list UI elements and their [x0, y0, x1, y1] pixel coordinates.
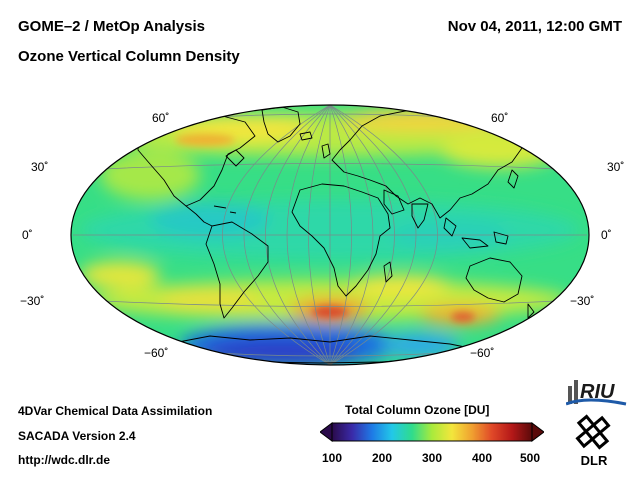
title-line-2: Ozone Vertical Column Density — [18, 48, 240, 65]
footer-url[interactable]: http://wdc.dlr.de — [18, 453, 110, 467]
map-outline — [70, 104, 590, 366]
title-line-1: GOME–2 / MetOp Analysis — [18, 18, 205, 35]
lat-label-30s-left: −30˚ — [20, 294, 45, 308]
ozone-map — [70, 104, 590, 366]
colorbar — [320, 422, 544, 442]
riu-logo: RIU — [566, 380, 627, 406]
colorbar-tick-100: 100 — [321, 451, 343, 465]
colorbar-tick-300: 300 — [421, 451, 443, 465]
colorbar-tick-500: 500 — [519, 451, 541, 465]
colorbar-tick-200: 200 — [371, 451, 393, 465]
footer-method: 4DVar Chemical Data Assimilation — [18, 404, 213, 418]
colorbar-title: Total Column Ozone [DU] — [345, 403, 490, 417]
lat-label-60n-right: 60˚ — [491, 111, 509, 125]
riu-logo-text: RIU — [580, 381, 615, 403]
lat-label-0-right: 0˚ — [601, 228, 612, 242]
lat-label-30s-right: −30˚ — [570, 294, 595, 308]
lat-label-30n-right: 30˚ — [607, 160, 625, 174]
lat-label-30n-left: 30˚ — [31, 160, 49, 174]
analysis-datetime: Nov 04, 2011, 12:00 GMT — [447, 18, 622, 35]
colorbar-high-arrow — [531, 422, 544, 442]
lat-label-60s-left: −60˚ — [144, 346, 169, 360]
lat-label-60s-right: −60˚ — [470, 346, 495, 360]
colorbar-low-arrow — [320, 422, 333, 442]
dlr-logo: DLR — [575, 414, 611, 468]
lat-label-0-left: 0˚ — [22, 228, 33, 242]
colorbar-gradient — [331, 422, 533, 442]
footer-version: SACADA Version 2.4 — [18, 429, 136, 443]
dlr-logo-text: DLR — [581, 453, 608, 468]
colorbar-tick-400: 400 — [471, 451, 493, 465]
lat-label-60n-left: 60˚ — [152, 111, 170, 125]
